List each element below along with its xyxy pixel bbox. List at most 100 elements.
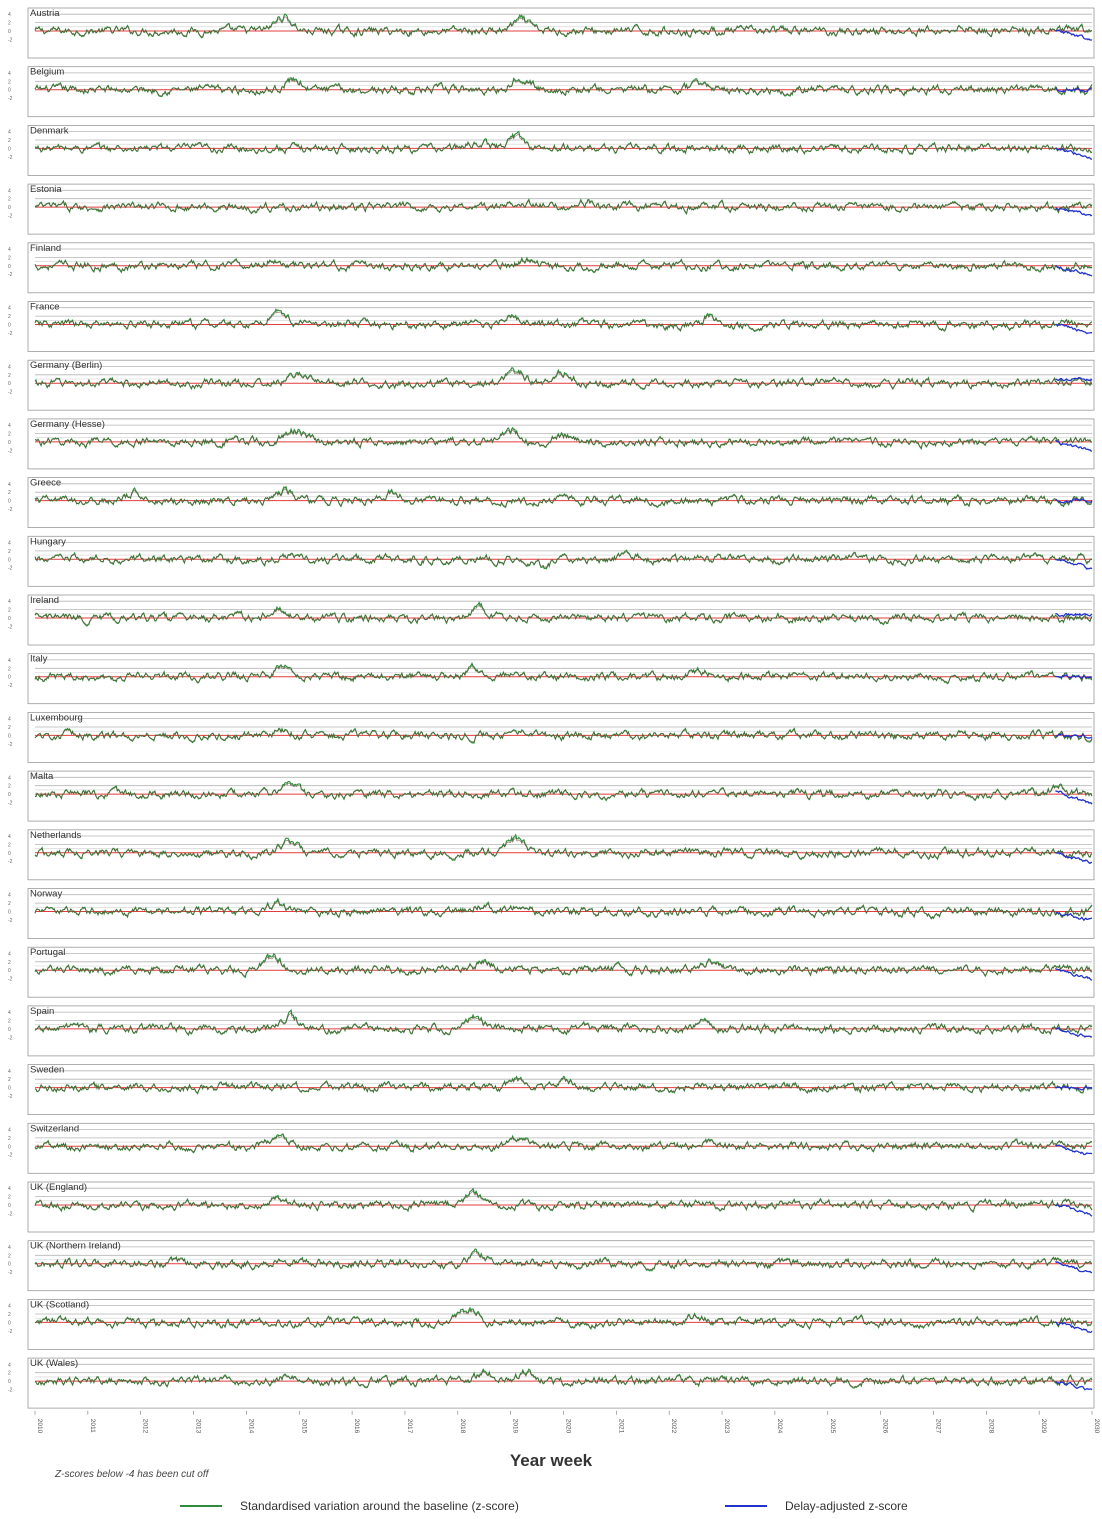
zscore-overlay-line: [34, 488, 1093, 507]
y-tick-label: -2: [8, 566, 13, 572]
y-tick-label: 4: [8, 775, 11, 781]
x-tick-label: 2029: [1040, 1419, 1047, 1434]
delay-adjusted-line: [1055, 852, 1092, 865]
zscore-line: [34, 13, 1093, 39]
zscore-line: [34, 1248, 1093, 1272]
delay-adjusted-line: [1055, 790, 1093, 805]
x-tick-label: 2021: [617, 1419, 624, 1434]
y-tick-label: 2: [8, 1077, 11, 1083]
delay-adjusted-line: [1055, 674, 1093, 680]
zscore-overlay-line: [34, 199, 1093, 214]
y-tick-label: 2: [8, 784, 11, 790]
panel-title: Denmark: [30, 125, 69, 136]
y-tick-label: 0: [8, 264, 11, 270]
y-tick-label: 4: [8, 1128, 11, 1134]
delay-adjusted-line: [1055, 498, 1093, 504]
y-tick-label: 2: [8, 608, 11, 614]
zscore-overlay-line: [34, 728, 1093, 743]
y-tick-label: 2: [8, 432, 11, 438]
x-tick-label: 2019: [512, 1419, 519, 1434]
zscore-line: [34, 661, 1093, 685]
zscore-overlay-line: [34, 16, 1093, 38]
y-tick-label: 4: [8, 717, 11, 723]
panel-frame: [27, 653, 1095, 705]
y-tick-label: 0: [8, 1320, 11, 1326]
y-tick-label: 0: [8, 851, 11, 857]
y-tick-label: 2: [8, 901, 11, 907]
x-tick-label: 2010: [36, 1419, 43, 1434]
x-tick-label: 2026: [882, 1419, 889, 1434]
y-tick-label: 0: [8, 1379, 11, 1385]
zscore-overlay-line: [34, 836, 1093, 860]
y-tick-label: 4: [8, 893, 11, 899]
x-tick-label: 2022: [670, 1419, 677, 1434]
delay-adjusted-line: [1055, 612, 1093, 618]
zscore-line: [34, 1133, 1093, 1154]
panel-frame: [27, 535, 1095, 587]
zscore-overlay-line: [34, 79, 1093, 96]
y-tick-label: -2: [8, 448, 13, 454]
y-tick-label: 0: [8, 968, 11, 974]
y-tick-label: -2: [8, 977, 13, 983]
y-tick-label: 4: [8, 130, 11, 136]
y-tick-label: -2: [8, 37, 13, 43]
zscore-overlay-line: [34, 310, 1093, 331]
y-tick-label: 0: [8, 1203, 11, 1209]
zscore-overlay-line: [34, 1190, 1093, 1212]
delay-adjusted-line: [1054, 1260, 1093, 1274]
zscore-overlay-line: [34, 258, 1093, 272]
x-tick-label: 2016: [353, 1419, 360, 1434]
delay-adjusted-line: [1054, 967, 1093, 981]
y-tick-label: 0: [8, 557, 11, 563]
zscore-overlay-line: [34, 955, 1093, 977]
zscore-line: [34, 897, 1093, 920]
y-tick-label: -2: [8, 801, 13, 807]
zscore-overlay-line: [34, 1077, 1093, 1094]
panel-frame: [27, 888, 1095, 939]
y-tick-label: 0: [8, 1144, 11, 1150]
zscore-line: [34, 780, 1093, 802]
x-tick-label: 2017: [406, 1419, 413, 1434]
zscore-overlay-line: [34, 369, 1093, 389]
legend-swatch-blue: [725, 1505, 767, 1507]
y-tick-label: 4: [8, 423, 11, 429]
delay-adjusted-line: [1055, 377, 1093, 382]
y-tick-label: 2: [8, 549, 11, 555]
y-tick-label: -2: [8, 1211, 13, 1217]
panel-title: Spain: [30, 1006, 54, 1017]
y-tick-label: 0: [8, 29, 11, 35]
legend-label-delay: Delay-adjusted z-score: [785, 1499, 908, 1513]
y-tick-label: 2: [8, 1195, 11, 1201]
y-tick-label: 0: [8, 146, 11, 152]
y-tick-label: 2: [8, 255, 11, 261]
y-tick-label: -2: [8, 742, 13, 748]
zscore-line: [34, 130, 1093, 156]
y-tick-label: 4: [8, 306, 11, 312]
panel-frame: [27, 1240, 1095, 1292]
panel-frame: [27, 7, 1095, 59]
zscore-overlay-line: [34, 429, 1093, 449]
panel-title: Sweden: [30, 1065, 64, 1076]
y-tick-label: -2: [8, 1153, 13, 1159]
zscore-overlay-line: [34, 899, 1093, 919]
y-tick-label: 0: [8, 792, 11, 798]
y-tick-label: 2: [8, 842, 11, 848]
panel-title: Malta: [30, 771, 54, 782]
panel-title: Germany (Berlin): [30, 360, 102, 371]
panel-frame: [27, 125, 1095, 176]
panel-title: Germany (Hesse): [30, 419, 105, 430]
y-tick-label: 2: [8, 21, 11, 27]
panel-frame: [27, 770, 1095, 822]
y-tick-label: 2: [8, 138, 11, 144]
y-tick-label: 0: [8, 733, 11, 739]
legend-label-zscore: Standardised variation around the baseli…: [240, 1499, 519, 1513]
panel-title: Ireland: [30, 595, 59, 606]
zscore-overlay-line: [34, 1135, 1093, 1153]
delay-adjusted-line: [1055, 558, 1093, 570]
y-tick-label: 4: [8, 599, 11, 605]
x-tick-label: 2024: [776, 1419, 783, 1434]
y-tick-label: 4: [8, 1245, 11, 1251]
delay-adjusted-line: [1055, 1027, 1093, 1038]
zscore-line: [34, 1009, 1093, 1037]
